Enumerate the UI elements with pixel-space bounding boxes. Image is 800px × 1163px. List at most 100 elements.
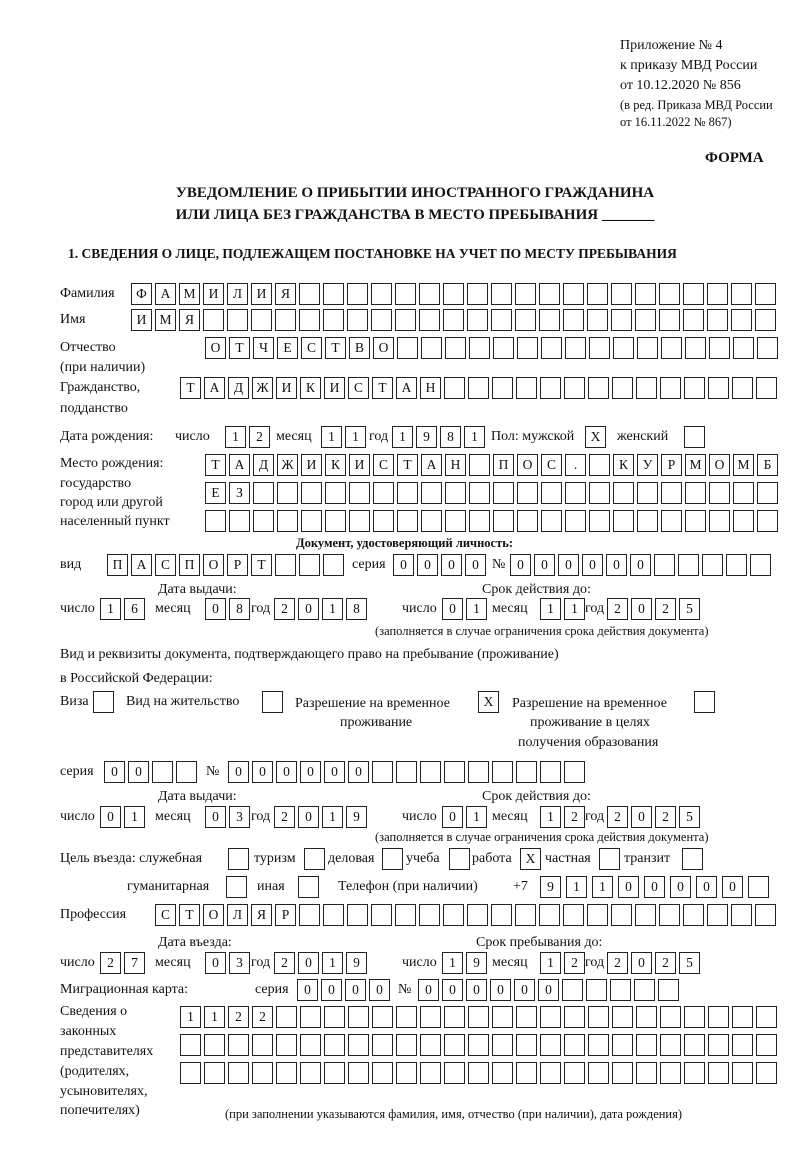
char-cell[interactable]: К bbox=[300, 377, 321, 399]
char-cell[interactable] bbox=[445, 482, 466, 504]
char-cell[interactable]: 0 bbox=[442, 598, 463, 620]
char-cell[interactable]: 1 bbox=[322, 598, 343, 620]
char-cell[interactable]: Т bbox=[229, 337, 250, 359]
char-cell[interactable]: С bbox=[155, 904, 176, 926]
char-cell[interactable] bbox=[492, 1006, 513, 1028]
char-cell[interactable]: З bbox=[229, 482, 250, 504]
char-cell[interactable]: 0 bbox=[393, 554, 414, 576]
char-cell[interactable]: Л bbox=[227, 283, 248, 305]
char-cell[interactable] bbox=[227, 309, 248, 331]
char-cell[interactable] bbox=[421, 510, 442, 532]
char-cell[interactable] bbox=[637, 337, 658, 359]
char-cell[interactable] bbox=[635, 904, 656, 926]
char-cell[interactable]: 8 bbox=[229, 598, 250, 620]
char-cell[interactable] bbox=[589, 510, 610, 532]
char-cell[interactable]: 0 bbox=[298, 806, 319, 828]
char-cell[interactable] bbox=[683, 309, 704, 331]
char-cell[interactable]: 2 bbox=[100, 952, 121, 974]
char-cell[interactable]: Т bbox=[397, 454, 418, 476]
char-cell[interactable]: М bbox=[733, 454, 754, 476]
char-cell[interactable] bbox=[708, 377, 729, 399]
char-cell[interactable] bbox=[539, 283, 560, 305]
char-cell[interactable] bbox=[348, 1006, 369, 1028]
char-cell[interactable] bbox=[371, 283, 392, 305]
char-cell[interactable]: 2 bbox=[228, 1006, 249, 1028]
purpose-official-checkbox[interactable] bbox=[228, 848, 252, 870]
char-cell[interactable] bbox=[587, 283, 608, 305]
char-cell[interactable] bbox=[419, 283, 440, 305]
char-cell[interactable] bbox=[562, 979, 583, 1001]
char-cell[interactable]: X bbox=[585, 426, 606, 448]
char-cell[interactable] bbox=[444, 377, 465, 399]
char-cell[interactable]: 1 bbox=[466, 598, 487, 620]
char-cell[interactable]: 0 bbox=[538, 979, 559, 1001]
char-cell[interactable]: 6 bbox=[124, 598, 145, 620]
char-cell[interactable] bbox=[492, 377, 513, 399]
char-cell[interactable] bbox=[755, 309, 776, 331]
char-cell[interactable]: 0 bbox=[205, 952, 226, 974]
char-cell[interactable] bbox=[275, 309, 296, 331]
purpose-humanitarian-checkbox[interactable] bbox=[226, 876, 250, 898]
char-cell[interactable]: 0 bbox=[606, 554, 627, 576]
char-cell[interactable] bbox=[253, 482, 274, 504]
char-cell[interactable]: 1 bbox=[204, 1006, 225, 1028]
char-cell[interactable] bbox=[755, 283, 776, 305]
char-cell[interactable] bbox=[516, 1062, 537, 1084]
char-cell[interactable]: 0 bbox=[298, 598, 319, 620]
char-cell[interactable]: И bbox=[276, 377, 297, 399]
char-cell[interactable]: И bbox=[203, 283, 224, 305]
residence-checkbox[interactable] bbox=[262, 691, 286, 713]
char-cell[interactable] bbox=[491, 283, 512, 305]
char-cell[interactable] bbox=[539, 904, 560, 926]
char-cell[interactable] bbox=[661, 482, 682, 504]
char-cell[interactable]: X bbox=[478, 691, 499, 713]
char-cell[interactable] bbox=[588, 1062, 609, 1084]
char-cell[interactable] bbox=[299, 554, 320, 576]
char-cell[interactable]: 0 bbox=[418, 979, 439, 1001]
char-cell[interactable] bbox=[443, 904, 464, 926]
char-cell[interactable]: 3 bbox=[229, 952, 250, 974]
char-cell[interactable]: Я bbox=[251, 904, 272, 926]
char-cell[interactable] bbox=[685, 482, 706, 504]
char-cell[interactable] bbox=[659, 309, 680, 331]
char-cell[interactable] bbox=[421, 482, 442, 504]
char-cell[interactable] bbox=[467, 309, 488, 331]
char-cell[interactable] bbox=[588, 1034, 609, 1056]
char-cell[interactable] bbox=[323, 554, 344, 576]
char-cell[interactable] bbox=[492, 1062, 513, 1084]
char-cell[interactable] bbox=[396, 1006, 417, 1028]
char-cell[interactable] bbox=[731, 904, 752, 926]
char-cell[interactable] bbox=[373, 510, 394, 532]
char-cell[interactable] bbox=[444, 1006, 465, 1028]
char-cell[interactable]: Ч bbox=[253, 337, 274, 359]
char-cell[interactable] bbox=[323, 904, 344, 926]
char-cell[interactable] bbox=[492, 1034, 513, 1056]
char-cell[interactable] bbox=[637, 482, 658, 504]
char-cell[interactable] bbox=[493, 337, 514, 359]
char-cell[interactable] bbox=[756, 1006, 777, 1028]
char-cell[interactable]: И bbox=[251, 283, 272, 305]
char-cell[interactable] bbox=[683, 283, 704, 305]
char-cell[interactable]: 5 bbox=[679, 952, 700, 974]
sex-female-checkbox[interactable] bbox=[684, 426, 708, 448]
char-cell[interactable]: 0 bbox=[417, 554, 438, 576]
char-cell[interactable] bbox=[493, 482, 514, 504]
char-cell[interactable]: Т bbox=[372, 377, 393, 399]
char-cell[interactable] bbox=[468, 377, 489, 399]
char-cell[interactable] bbox=[564, 1062, 585, 1084]
char-cell[interactable] bbox=[733, 510, 754, 532]
char-cell[interactable]: 8 bbox=[346, 598, 367, 620]
char-cell[interactable] bbox=[708, 1062, 729, 1084]
char-cell[interactable]: 0 bbox=[228, 761, 249, 783]
visa-checkbox[interactable] bbox=[93, 691, 117, 713]
char-cell[interactable]: 0 bbox=[466, 979, 487, 1001]
char-cell[interactable] bbox=[396, 761, 417, 783]
